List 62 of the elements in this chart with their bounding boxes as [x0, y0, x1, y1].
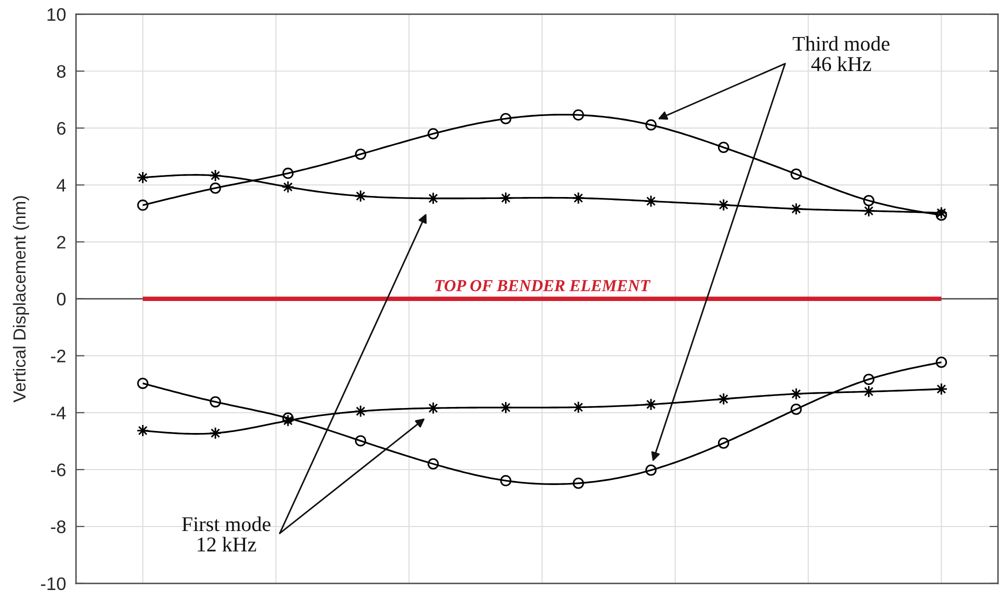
point [500, 113, 512, 124]
point [354, 435, 366, 446]
y-tick-label: -10 [40, 577, 66, 590]
point [572, 109, 584, 121]
point [572, 192, 585, 204]
point [282, 180, 294, 194]
point [718, 142, 730, 154]
y-tick-label: -6 [51, 464, 66, 476]
y-tick-label: 10 [48, 8, 66, 21]
series-label: TOP OF BENDER ELEMENT [435, 280, 651, 292]
point [644, 398, 658, 411]
point [426, 402, 440, 414]
y-tick-label: -8 [51, 520, 66, 534]
point [790, 168, 802, 180]
point [136, 171, 150, 184]
point [209, 426, 222, 440]
point [210, 182, 222, 194]
point [862, 204, 876, 218]
point [210, 396, 222, 408]
y-axis-title: Vertical Displacement (nm) [12, 196, 30, 402]
point [645, 119, 657, 131]
point [428, 128, 439, 140]
point [790, 202, 802, 216]
point [936, 210, 947, 221]
point [790, 404, 802, 415]
point [936, 356, 947, 368]
point [717, 392, 730, 406]
y-tick-label: -4 [51, 406, 66, 420]
point [500, 475, 512, 486]
point [790, 388, 802, 400]
point [863, 374, 874, 385]
point [717, 198, 730, 212]
point [209, 169, 222, 182]
point [354, 404, 367, 418]
point [137, 378, 148, 389]
point [282, 412, 294, 424]
point [354, 148, 366, 160]
point [282, 168, 294, 179]
point [426, 192, 440, 205]
point [136, 424, 150, 437]
point [499, 401, 512, 414]
y-tick-label: 8 [57, 65, 66, 78]
point [137, 200, 148, 211]
point [862, 385, 876, 398]
y-tick-label: -2 [51, 350, 66, 362]
annotation: Third mode 46 kHz [792, 36, 890, 72]
point [499, 192, 512, 204]
point [428, 458, 439, 470]
point [718, 437, 730, 449]
point [572, 478, 584, 489]
y-tick-label: 0 [56, 292, 66, 306]
point [645, 464, 657, 476]
annotation: First mode 12 kHz [182, 516, 270, 552]
y-tick-label: 6 [57, 122, 66, 135]
y-tick-label: 4 [56, 179, 66, 192]
point [282, 414, 294, 427]
point [863, 195, 874, 206]
point [935, 382, 948, 396]
point [572, 400, 585, 414]
point [354, 190, 367, 202]
y-tick-label: 2 [57, 236, 66, 248]
point [644, 194, 658, 208]
